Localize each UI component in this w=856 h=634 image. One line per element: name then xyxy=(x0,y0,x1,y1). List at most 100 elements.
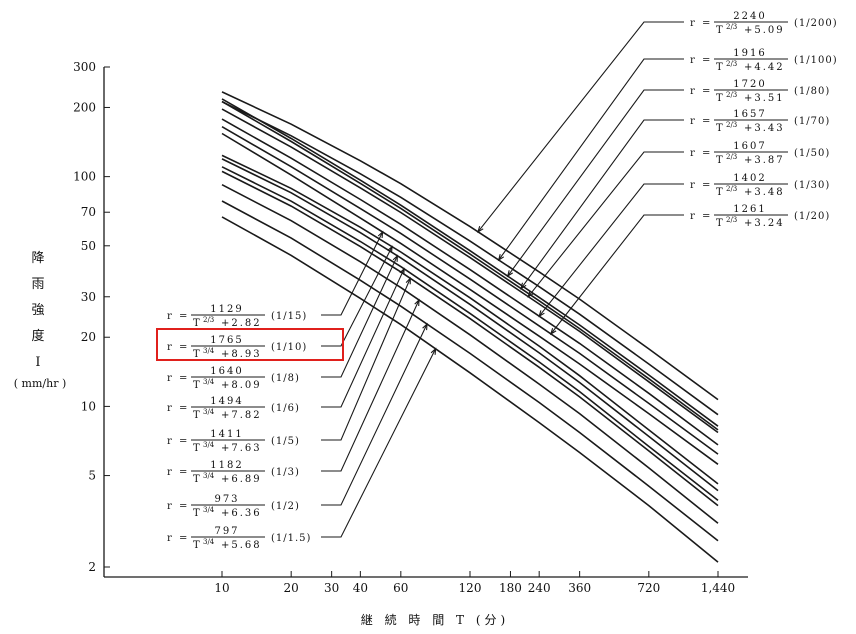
formula-numerator: 1640 xyxy=(210,366,243,377)
formula-denominator-constant: +7.82 xyxy=(221,410,262,421)
leader-arrowhead xyxy=(520,282,527,290)
formula-prefix: r = xyxy=(690,211,712,222)
formula-prefix: r = xyxy=(167,501,189,512)
formula-denominator-base: T xyxy=(716,218,725,229)
formula-denominator-constant: +5.09 xyxy=(744,25,785,36)
return-period-label: (1/5) xyxy=(271,436,300,447)
series-line xyxy=(221,132,719,465)
leader-line xyxy=(507,89,684,277)
x-tick-label: 720 xyxy=(637,581,660,595)
formula-denominator-constant: +6.36 xyxy=(221,508,262,519)
leader-line xyxy=(520,119,684,289)
formula-denominator-constant: +2.82 xyxy=(221,318,262,329)
formula-numerator: 1261 xyxy=(733,204,766,215)
x-tick-label: 60 xyxy=(393,581,408,595)
formula-label: r = 797 T 3/4 +5.68 (1/1.5) xyxy=(167,526,311,551)
formula-exponent: 2/3 xyxy=(726,216,737,224)
y-tick-label: 10 xyxy=(81,399,96,413)
formula-numerator: 2240 xyxy=(733,11,766,22)
y-tick-label: 100 xyxy=(73,170,96,184)
formula-exponent: 3/4 xyxy=(203,378,215,386)
formula-numerator: 1720 xyxy=(733,79,766,90)
formula-label: r = 1657 T 2/3 +3.43 (1/70) xyxy=(690,109,830,134)
formula-denominator-base: T xyxy=(193,508,202,519)
leader-arrowhead xyxy=(527,290,534,298)
formula-denominator-base: T xyxy=(716,155,725,166)
return-period-label: (1/2) xyxy=(271,501,300,512)
formula-exponent: 3/4 xyxy=(203,506,215,514)
leader-arrowhead xyxy=(477,225,484,233)
formula-exponent: 2/3 xyxy=(726,60,737,68)
leader-arrowhead xyxy=(422,322,428,331)
leader-line xyxy=(321,348,437,538)
return-period-label: (1/20) xyxy=(794,211,830,222)
formula-denominator-base: T xyxy=(193,410,202,421)
formula-label: r = 1607 T 2/3 +3.87 (1/50) xyxy=(690,141,830,166)
formula-numerator: 1765 xyxy=(210,335,243,346)
formula-denominator-constant: +3.51 xyxy=(744,93,785,104)
series-line xyxy=(221,118,719,446)
leader-line xyxy=(321,246,393,347)
formula-denominator-constant: +6.89 xyxy=(221,474,262,485)
y-tick-label: 70 xyxy=(81,205,96,219)
leader-line xyxy=(527,151,684,298)
formula-exponent: 3/4 xyxy=(203,347,215,355)
leader-line xyxy=(321,231,384,316)
leader-line xyxy=(550,214,684,335)
y-axis-title-char: 強 xyxy=(31,303,44,318)
formula-denominator-constant: +3.48 xyxy=(744,187,785,198)
x-tick-label: 180 xyxy=(499,581,522,595)
x-axis-title: 継 続 時 間 T (分) xyxy=(361,612,509,627)
leader-arrowhead xyxy=(399,267,405,275)
formula-denominator-constant: +8.93 xyxy=(221,349,262,360)
leader-line xyxy=(321,255,398,378)
y-tick-label: 50 xyxy=(81,239,96,253)
formula-prefix: r = xyxy=(690,55,712,66)
formula-denominator-base: T xyxy=(193,443,202,454)
return-period-label: (1/70) xyxy=(794,116,830,127)
return-period-label: (1/50) xyxy=(794,148,830,159)
formula-numerator: 1411 xyxy=(210,429,243,440)
y-axis-title-char: I xyxy=(35,355,40,370)
series-line xyxy=(221,166,719,502)
formula-exponent: 2/3 xyxy=(726,23,737,31)
formula-prefix: r = xyxy=(167,403,189,414)
formula-label: r = 1916 T 2/3 +4.42 (1/100) xyxy=(690,48,838,73)
y-tick-label: 5 xyxy=(88,469,96,483)
formula-exponent: 3/4 xyxy=(203,538,215,546)
leader-arrowhead xyxy=(497,254,505,262)
return-period-label: (1/80) xyxy=(794,86,830,97)
leader-line xyxy=(321,278,411,441)
x-tick-label: 10 xyxy=(214,581,229,595)
return-period-label: (1/200) xyxy=(794,18,838,29)
formula-prefix: r = xyxy=(167,311,189,322)
leader-line xyxy=(321,268,405,408)
leader-lines xyxy=(321,21,684,538)
series-line xyxy=(221,91,719,401)
leader-arrowhead xyxy=(430,347,437,355)
formula-prefix: r = xyxy=(167,342,189,353)
formula-exponent: 2/3 xyxy=(726,121,737,129)
formula-denominator-base: T xyxy=(193,474,202,485)
y-tick-label: 2 xyxy=(88,560,96,574)
formula-exponent: 3/4 xyxy=(203,441,215,449)
formula-numerator: 973 xyxy=(214,494,239,505)
formula-prefix: r = xyxy=(167,373,189,384)
series-line xyxy=(221,170,719,507)
formula-exponent: 2/3 xyxy=(726,185,737,193)
return-period-label: (1/1.5) xyxy=(271,533,311,544)
formula-denominator-constant: +8.09 xyxy=(221,380,262,391)
return-period-label: (1/100) xyxy=(794,55,838,66)
formula-exponent: 3/4 xyxy=(203,472,215,480)
formula-label: r = 1640 T 3/4 +8.09 (1/8) xyxy=(167,366,299,391)
leader-arrowhead xyxy=(414,298,420,307)
x-tick-label: 360 xyxy=(568,581,591,595)
formula-exponent: 2/3 xyxy=(726,153,737,161)
formula-prefix: r = xyxy=(690,180,712,191)
formula-label: r = 1261 T 2/3 +3.24 (1/20) xyxy=(690,204,830,229)
formula-exponent: 3/4 xyxy=(203,408,215,416)
x-tick-label: 120 xyxy=(459,581,482,595)
formula-label: r = 973 T 3/4 +6.36 (1/2) xyxy=(167,494,300,519)
highlight-box xyxy=(156,328,344,361)
